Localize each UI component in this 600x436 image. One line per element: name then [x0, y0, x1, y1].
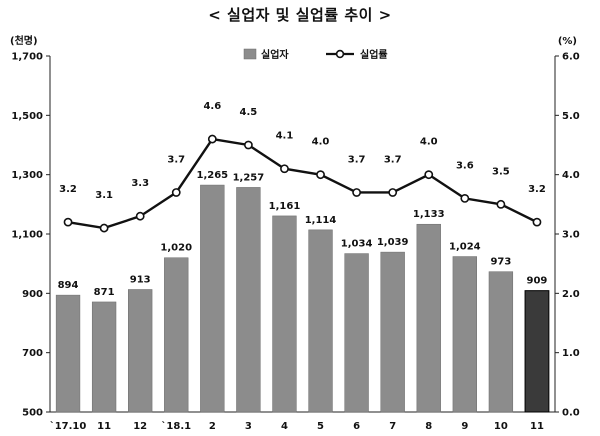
- rate-point: [63, 217, 73, 227]
- bar: [488, 271, 514, 413]
- x-tick-label: 6: [353, 421, 360, 432]
- bar-value-label: 1,114: [305, 215, 337, 226]
- bar: [380, 251, 405, 413]
- left-tick-label: 1,300: [11, 170, 43, 181]
- rate-point: [460, 193, 470, 203]
- legend-line-label: 실업률: [360, 48, 388, 61]
- left-tick-label: 1,500: [11, 111, 43, 122]
- bar: [308, 229, 333, 413]
- rate-value-label: 4.5: [240, 107, 258, 118]
- x-tick-label: 8: [425, 421, 432, 432]
- rate-point: [171, 188, 181, 197]
- right-tick-label: 5.0: [562, 111, 580, 122]
- rate-value-label: 3.6: [456, 160, 474, 171]
- bar-value-label: 871: [94, 287, 115, 298]
- bar-value-label: 1,039: [377, 237, 409, 248]
- bar-value-label: 1,034: [341, 239, 373, 250]
- rate-point: [352, 188, 362, 197]
- bar: [128, 289, 153, 413]
- right-tick-label: 4.0: [562, 170, 580, 181]
- bar-value-label: 1,161: [269, 201, 301, 212]
- x-tick-label: 9: [461, 421, 468, 432]
- rate-value-label: 4.0: [312, 137, 330, 148]
- bar-value-label: 1,020: [160, 243, 192, 254]
- rate-value-label: 3.7: [384, 154, 402, 165]
- rate-point: [532, 217, 542, 227]
- legend-line-marker: [335, 49, 345, 59]
- left-tick-label: 500: [22, 408, 43, 419]
- rate-value-label: 3.5: [492, 166, 510, 177]
- rate-point: [316, 170, 325, 180]
- rate-line: [67, 137, 538, 230]
- rate-value-label: 3.7: [348, 154, 366, 165]
- rate-point: [207, 134, 217, 144]
- bar: [236, 187, 261, 413]
- bar-value-label: 913: [130, 274, 151, 285]
- rate-point: [280, 164, 289, 174]
- rate-point: [388, 188, 398, 197]
- rate-value-label: 3.1: [95, 190, 113, 201]
- rate-point: [243, 140, 253, 150]
- bar: [344, 253, 369, 413]
- rate-value-label: 3.3: [131, 178, 149, 189]
- x-tick-label: 3: [245, 421, 252, 432]
- left-tick-label: 1,700: [11, 52, 43, 63]
- rate-value-label: 3.2: [528, 184, 546, 195]
- x-tick-label: 12: [133, 421, 147, 432]
- axes-group: 500 700 900 1,100 1,300 1,500 1,700 0.0 1.0 2.0 3.…: [10, 34, 580, 432]
- bar-value-label: 909: [527, 276, 548, 287]
- x-tick-label: 7: [389, 421, 396, 432]
- rate-value-label: 3.2: [59, 184, 77, 195]
- legend-group: 실업자 실업률: [243, 48, 388, 61]
- right-tick-label: 2.0: [562, 289, 580, 300]
- rate-point: [424, 170, 434, 180]
- rate-point: [135, 211, 145, 221]
- x-tick-label: 2: [209, 421, 216, 432]
- bar-value-label: 1,257: [233, 172, 265, 183]
- rate-value-label: 4.0: [420, 137, 438, 148]
- labels-group: 894 871 913 1,020 1,265 1,257 1,161 1,114 1,034 1…: [58, 101, 548, 298]
- rate-value-label: 4.1: [276, 131, 294, 142]
- bar-value-label: 1,265: [197, 170, 229, 181]
- bar: [272, 215, 297, 413]
- bar: [55, 294, 81, 413]
- bar-value-label: 1,024: [449, 242, 481, 253]
- left-tick-label: 1,100: [11, 230, 43, 241]
- bar-value-label: 973: [490, 257, 511, 268]
- right-tick-label: 6.0: [562, 52, 580, 63]
- bar: [452, 256, 477, 413]
- x-tick-label: `18.1: [161, 420, 191, 432]
- left-tick-label: 700: [22, 348, 43, 359]
- line-group: [63, 134, 542, 233]
- bar-value-label: 1,133: [413, 209, 445, 220]
- bar-value-label: 894: [58, 280, 79, 291]
- right-tick-label: 0.0: [562, 408, 580, 419]
- x-tick-label: 11: [530, 421, 544, 432]
- right-tick-label: 1.0: [562, 348, 580, 359]
- right-axis-unit: (%): [558, 36, 577, 47]
- left-tick-label: 900: [22, 289, 43, 300]
- legend-bar-label: 실업자: [261, 48, 289, 61]
- rate-value-label: 3.7: [167, 154, 185, 165]
- bar: [91, 301, 117, 413]
- rate-point: [99, 223, 109, 233]
- rate-point: [496, 199, 506, 209]
- x-tick-label: 4: [281, 421, 288, 432]
- rate-value-label: 4.6: [203, 101, 221, 112]
- left-axis-unit: (천명): [10, 34, 38, 47]
- chart-title: < 실업자 및 실업률 추이 >: [208, 6, 392, 24]
- x-tick-label: `17.10: [50, 420, 87, 432]
- x-tick-label: 5: [317, 421, 324, 432]
- bar: [524, 290, 550, 413]
- bars-group: [55, 184, 550, 413]
- x-tick-label: 11: [97, 421, 111, 432]
- legend-bar-swatch: [243, 48, 257, 60]
- x-tick-label: 10: [494, 421, 508, 432]
- bar: [164, 257, 189, 413]
- bar: [416, 223, 441, 413]
- right-tick-label: 3.0: [562, 230, 580, 241]
- bar: [200, 184, 225, 413]
